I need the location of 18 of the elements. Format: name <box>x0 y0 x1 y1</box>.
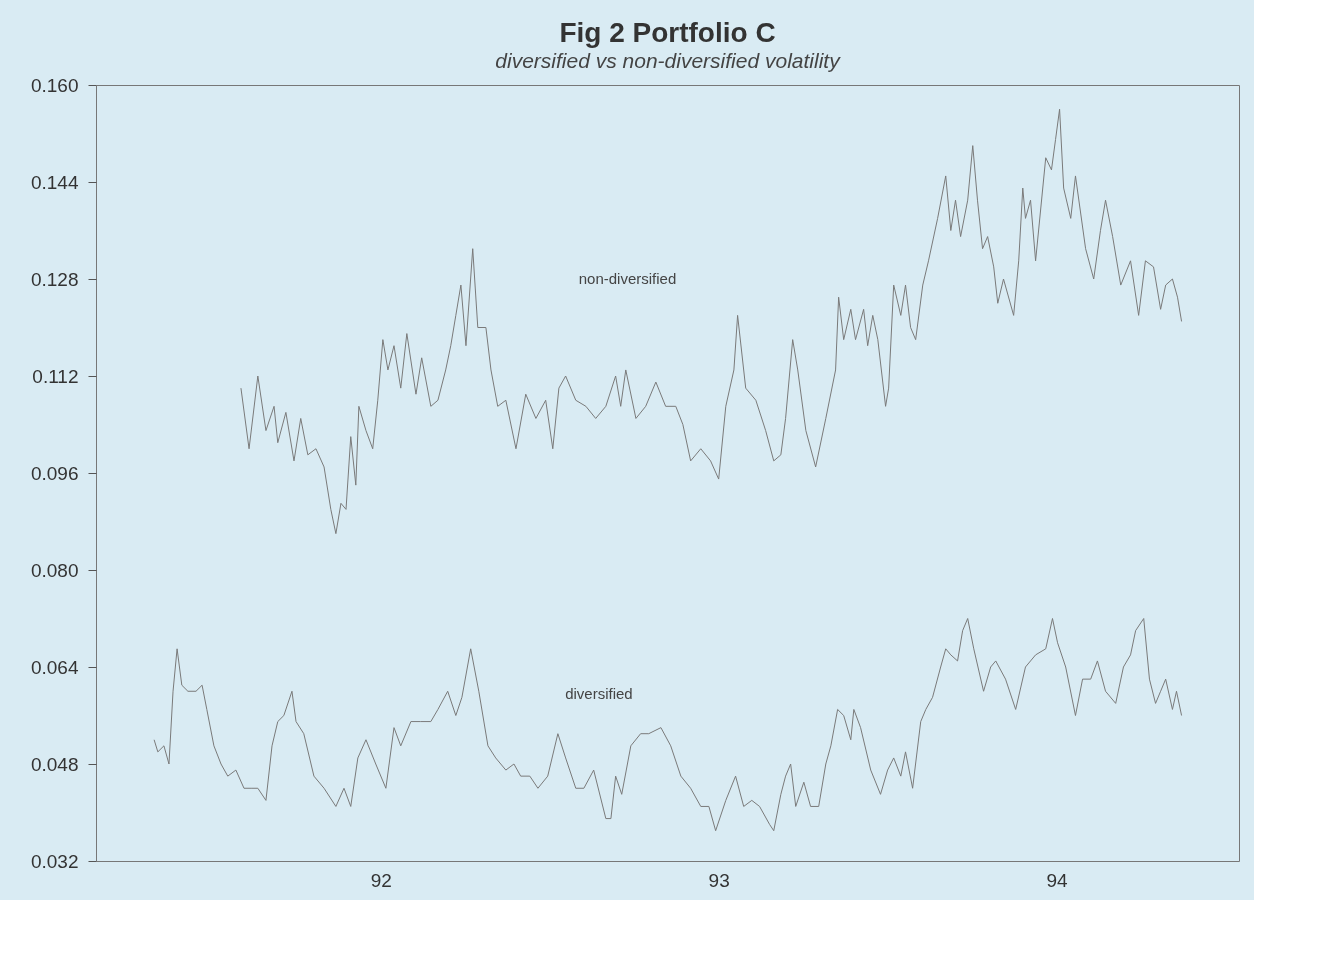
annotation: non-diversified <box>578 270 677 287</box>
y-tick-label: 0.032 <box>30 850 79 872</box>
y-tick-label: 0.096 <box>30 462 79 484</box>
y-tick-label: 0.160 <box>30 74 79 96</box>
x-tick-label: 92 <box>370 869 392 891</box>
y-tick-label: 0.112 <box>32 365 79 387</box>
y-tick-label: 0.128 <box>30 268 79 290</box>
y-tick-label: 0.144 <box>30 171 79 193</box>
chart-title: Fig 2 Portfolio C <box>559 17 776 48</box>
x-tick-label: 93 <box>708 869 730 891</box>
chart-subtitle: diversified vs non-diversified volatility <box>495 49 842 72</box>
line-series <box>153 618 1183 832</box>
line-series <box>240 108 1183 535</box>
y-tick-label: 0.080 <box>30 559 79 581</box>
annotation: diversified <box>565 685 633 703</box>
x-tick-label: 94 <box>1046 869 1069 891</box>
y-tick-label: 0.064 <box>30 656 79 678</box>
y-tick-label: 0.048 <box>30 753 79 775</box>
